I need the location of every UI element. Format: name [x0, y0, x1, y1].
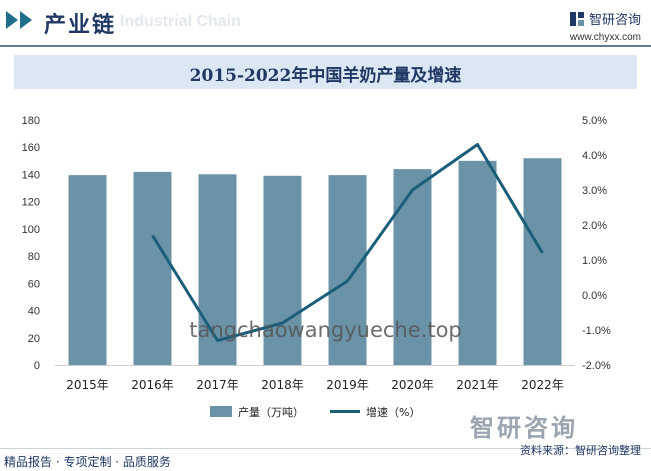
right-axis-tick-label: 5.0%	[582, 115, 607, 127]
left-axis-tick-label: 160	[22, 142, 40, 154]
footer-slogan: 精品报告 · 专项定制 · 品质服务	[4, 455, 171, 469]
brand: 智研咨询	[569, 8, 641, 28]
x-tick-label: 2022年	[521, 378, 564, 392]
brand-name: 智研咨询	[588, 13, 641, 28]
bar-2021年	[458, 160, 497, 365]
legend-label-production: 产量（万吨）	[238, 405, 304, 419]
bar-2018年	[263, 175, 302, 365]
left-axis-tick-label: 120	[22, 197, 40, 209]
legend-label-growth: 增速（%）	[366, 405, 420, 419]
x-tick-label: 2020年	[391, 378, 434, 392]
section-title: 产业链	[44, 13, 117, 38]
right-axis-tick-label: 0.0%	[582, 290, 607, 302]
chart-title-band: 2015-2022年中国羊奶产量及增速	[14, 55, 637, 89]
right-axis-tick-label: 4.0%	[582, 150, 607, 162]
left-axis-tick-label: 60	[28, 278, 40, 290]
x-tick-label: 2018年	[261, 378, 304, 392]
chevron-icon	[20, 11, 32, 29]
left-axis-tick-label: 20	[28, 333, 40, 345]
right-axis-tick-label: -1.0%	[582, 325, 611, 337]
bar-2020年	[393, 169, 432, 365]
right-axis-tick-label: 3.0%	[582, 185, 607, 197]
bar-2019年	[328, 175, 367, 365]
chart-title: 2015-2022年中国羊奶产量及增速	[189, 66, 462, 86]
left-axis-tick-label: 140	[22, 169, 40, 181]
left-axis-tick-label: 180	[22, 115, 40, 127]
x-tick-label: 2017年	[196, 378, 239, 392]
bar-2022年	[523, 158, 562, 365]
brand-logo-icon	[569, 11, 584, 26]
chevron-icon	[6, 11, 18, 29]
bar-2015年	[68, 175, 107, 365]
section-subtitle: Industrial Chain	[120, 13, 241, 30]
left-axis-tick-label: 40	[28, 306, 40, 318]
right-axis-tick-label: -2.0%	[582, 360, 611, 372]
header-rule	[0, 45, 651, 47]
right-axis-tick-label: 2.0%	[582, 220, 607, 232]
left-axis-tick-label: 100	[22, 224, 40, 236]
header: 产业链 Industrial Chain 智研咨询 www.chyxx.com	[0, 0, 651, 46]
right-axis-tick-label: 1.0%	[582, 255, 607, 267]
overlay-watermark: tangchaowangyueche.top	[189, 318, 462, 342]
left-axis-tick-label: 80	[28, 251, 40, 263]
legend-swatch-production	[210, 406, 232, 417]
data-source: 资料来源：智研咨询整理	[520, 444, 641, 457]
left-axis-tick-label: 0	[34, 360, 40, 372]
bar-2017年	[198, 174, 237, 365]
x-tick-label: 2015年	[66, 378, 109, 392]
bar-2016年	[133, 171, 172, 365]
x-tick-label: 2016年	[131, 378, 174, 392]
growth-rate-line	[151, 143, 544, 342]
x-tick-label: 2021年	[456, 378, 499, 392]
footer-logo: 智研咨询	[470, 414, 578, 442]
footer-rule	[0, 448, 651, 449]
x-tick-label: 2019年	[326, 378, 369, 392]
brand-url: www.chyxx.com	[569, 32, 641, 43]
